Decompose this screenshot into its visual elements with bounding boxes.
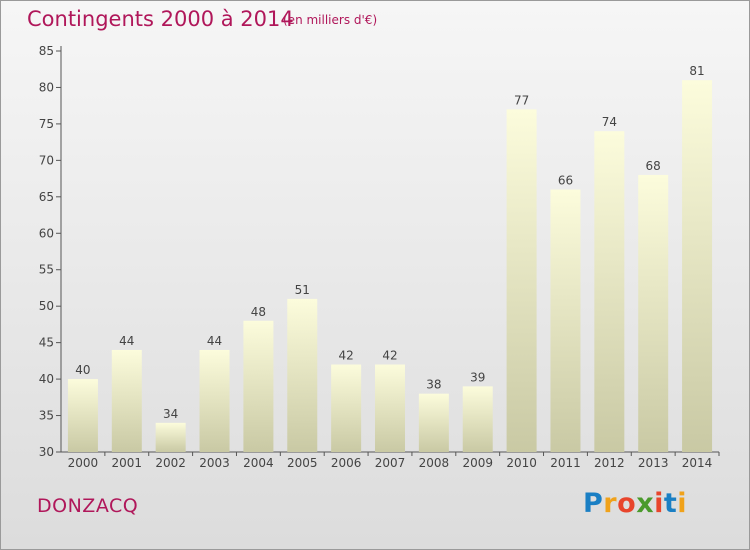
data-label-2014: 81 bbox=[689, 64, 704, 78]
x-tick-label-2000: 2000 bbox=[68, 456, 99, 470]
bar-2003 bbox=[199, 349, 230, 452]
x-tick-label-2014: 2014 bbox=[682, 456, 713, 470]
y-tick-label: 75 bbox=[39, 117, 54, 131]
data-label-2006: 42 bbox=[338, 349, 353, 363]
x-tick-label-2004: 2004 bbox=[243, 456, 274, 470]
data-label-2002: 34 bbox=[163, 407, 178, 421]
data-label-2008: 38 bbox=[426, 378, 441, 392]
chart-title: Contingents 2000 à 2014 bbox=[27, 7, 294, 31]
x-tick-label-2010: 2010 bbox=[506, 456, 537, 470]
y-tick-label: 65 bbox=[39, 190, 54, 204]
y-tick-label: 45 bbox=[39, 336, 54, 350]
x-tick-label-2011: 2011 bbox=[550, 456, 581, 470]
bar-2009 bbox=[462, 386, 493, 452]
data-label-2011: 66 bbox=[558, 174, 573, 188]
bar-2014 bbox=[682, 80, 713, 452]
x-tick-label-2003: 2003 bbox=[199, 456, 230, 470]
data-label-2004: 48 bbox=[251, 305, 266, 319]
bar-2013 bbox=[638, 174, 669, 453]
bar-2001 bbox=[111, 349, 142, 452]
bar-2004 bbox=[243, 320, 274, 452]
y-tick-label: 85 bbox=[39, 44, 54, 58]
data-label-2001: 44 bbox=[119, 334, 134, 348]
bar-2008 bbox=[418, 393, 449, 452]
bar-2007 bbox=[375, 364, 405, 452]
place-name: DONZACQ bbox=[37, 495, 139, 517]
data-label-2009: 39 bbox=[470, 370, 485, 384]
chart-subtitle: (en milliers d'€) bbox=[283, 13, 378, 27]
bar-2000 bbox=[67, 379, 98, 452]
data-label-2000: 40 bbox=[75, 363, 90, 377]
bar-2012 bbox=[594, 131, 625, 452]
x-tick-label-2013: 2013 bbox=[638, 456, 669, 470]
bar-2010 bbox=[506, 109, 537, 452]
y-tick-label: 35 bbox=[39, 409, 54, 423]
y-tick-label: 50 bbox=[39, 299, 54, 313]
x-tick-label-2002: 2002 bbox=[155, 456, 186, 470]
x-tick-label-2008: 2008 bbox=[419, 456, 450, 470]
y-tick-label: 55 bbox=[39, 263, 54, 277]
x-tick-label-2009: 2009 bbox=[462, 456, 493, 470]
proxiti-logo: Proxiti bbox=[583, 488, 688, 519]
data-label-2007: 42 bbox=[382, 349, 397, 363]
y-tick-label: 60 bbox=[39, 226, 54, 240]
data-label-2010: 77 bbox=[514, 93, 529, 107]
x-tick-label-2005: 2005 bbox=[287, 456, 318, 470]
data-label-2003: 44 bbox=[207, 334, 222, 348]
bar-2011 bbox=[550, 189, 581, 452]
x-tick-label-2006: 2006 bbox=[331, 456, 362, 470]
data-label-2005: 51 bbox=[295, 283, 310, 297]
x-tick-label-2012: 2012 bbox=[594, 456, 625, 470]
y-tick-label: 30 bbox=[39, 445, 54, 459]
data-label-2012: 74 bbox=[602, 115, 617, 129]
data-label-2013: 68 bbox=[646, 159, 661, 173]
x-tick-label-2001: 2001 bbox=[112, 456, 143, 470]
bar-2002 bbox=[155, 422, 186, 452]
x-tick-label-2007: 2007 bbox=[375, 456, 406, 470]
bar-2006 bbox=[331, 364, 362, 452]
y-tick-label: 80 bbox=[39, 80, 54, 94]
y-tick-label: 40 bbox=[39, 372, 54, 386]
bar-2005 bbox=[287, 298, 318, 452]
y-tick-label: 70 bbox=[39, 153, 54, 167]
